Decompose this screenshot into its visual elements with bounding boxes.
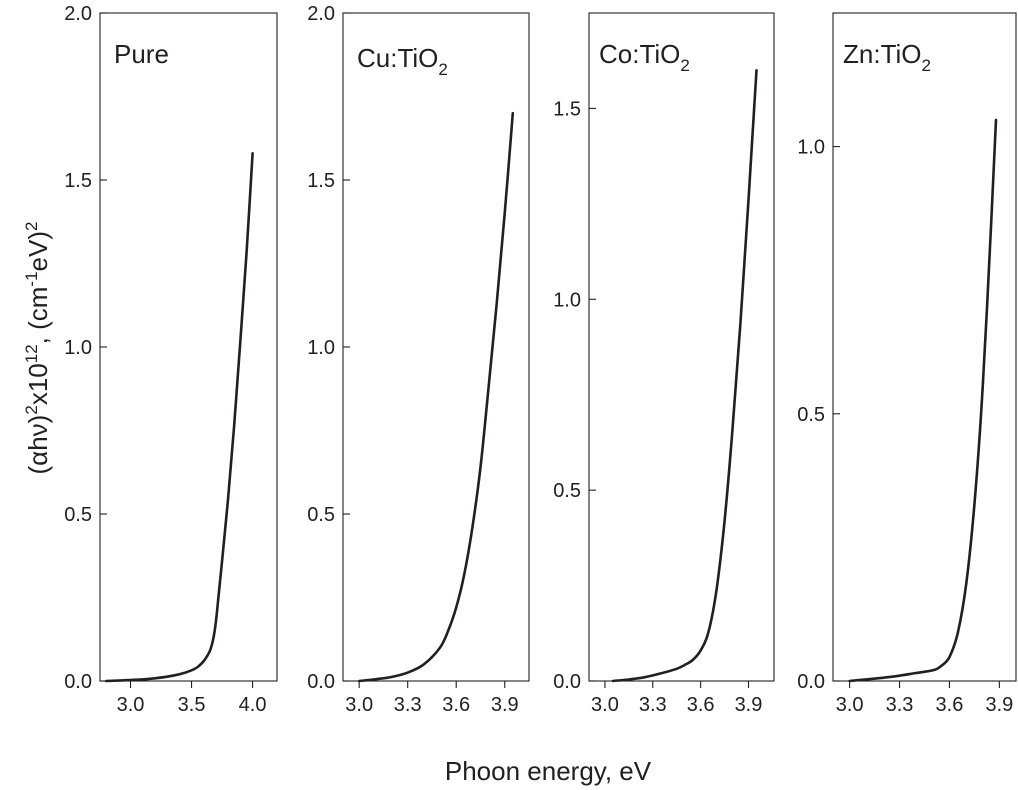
panel-pure-y-tick-label: 1.0 [64,337,92,359]
panel-zn-tio2-curve [848,118,998,683]
panel-co-tio2-frame [588,12,775,682]
panel-co-tio2-y-tick-label: 1.0 [553,289,581,311]
panel-cu-tio2-y-tick-label: 1.0 [307,337,335,359]
panel-pure-x-tick-label: 3.0 [117,694,145,716]
panel-co-tio2-y-tick-label: 0.5 [553,480,581,502]
panel-co-tio2-x-tick-label: 3.6 [687,694,715,716]
panel-pure-y-tick-label: 0.0 [64,671,92,693]
panel-zn-tio2-frame [832,12,1017,682]
panel-cu-tio2-y-tick-label: 2.0 [307,3,335,25]
panel-cu-tio2-x-tick-label: 3.3 [394,694,422,716]
panel-co-tio2-x-tick-label: 3.3 [639,694,667,716]
panel-cu-tio2-y-tick-label: 0.5 [307,504,335,526]
panel-cu-tio2-y-tick-label: 0.0 [307,671,335,693]
panel-cu-tio2-curve [357,111,515,683]
panel-co-tio2-x-tick-label: 3.0 [591,694,619,716]
panel-cu-tio2: Cu:TiO2 0.0 0.5 1.0 1.5 2.0 3.0 3.3 3.6 3.9 [307,3,530,716]
panel-cu-tio2-x-tick-label: 3.0 [345,694,373,716]
panel-co-tio2-y-tick-label: 1.5 [553,98,581,120]
panel-co-tio2-y-tick-label: 0.0 [553,671,581,693]
x-axis-title: Phoon energy, eV [445,756,652,786]
panel-pure-frame [99,12,278,682]
panel-cu-tio2-x-tick-label: 3.6 [442,694,470,716]
panel-zn-tio2-marks: 0.0 0.5 1.0 3.0 3.3 3.6 3.9 [797,118,1013,716]
panel-pure-x-tick-label: 3.5 [178,694,206,716]
panel-zn-tio2-x-tick-label: 3.9 [985,694,1013,716]
panel-pure-y-tick-label: 0.5 [64,504,92,526]
panel-pure-curve [104,152,254,683]
panel-zn-tio2-x-tick-label: 3.3 [886,694,914,716]
panel-pure: Pure 0.0 0.5 1.0 1.5 2.0 3.0 3.5 4.0 [64,3,278,716]
panel-zn-tio2-title: Zn:TiO2 [843,39,931,75]
panel-cu-tio2-x-tick-label: 3.9 [491,694,519,716]
panel-cu-tio2-marks: 0.0 0.5 1.0 1.5 2.0 3.0 3.3 3.6 3.9 [307,3,518,716]
panel-co-tio2-curve [611,69,758,683]
y-axis-title: (αhν)2x1012, (cm-1eV)2 [22,222,53,475]
panel-cu-tio2-y-tick-label: 1.5 [307,170,335,192]
panel-co-tio2-x-tick-label: 3.9 [735,694,763,716]
panel-co-tio2-marks: 0.0 0.5 1.0 1.5 3.0 3.3 3.6 3.9 [553,69,763,716]
panel-pure-marks: 0.0 0.5 1.0 1.5 2.0 3.0 3.5 4.0 [64,3,266,716]
panel-zn-tio2-x-tick-label: 3.6 [936,694,964,716]
panel-pure-title: Pure [114,39,169,69]
panel-zn-tio2-x-tick-label: 3.0 [836,694,864,716]
panel-zn-tio2: Zn:TiO2 0.0 0.5 1.0 3.0 3.3 3.6 3.9 [797,12,1017,716]
panel-zn-tio2-y-tick-label: 0.0 [797,671,825,693]
panel-pure-y-tick-label: 2.0 [64,3,92,25]
panel-cu-tio2-frame [342,12,530,682]
panel-zn-tio2-y-tick-label: 0.5 [797,404,825,426]
panel-co-tio2-title: Co:TiO2 [599,39,690,75]
panel-zn-tio2-y-tick-label: 1.0 [797,137,825,159]
panel-cu-tio2-title: Cu:TiO2 [357,43,448,79]
panel-pure-y-tick-label: 1.5 [64,170,92,192]
panel-pure-x-tick-label: 4.0 [239,694,267,716]
panel-co-tio2: Co:TiO2 0.0 0.5 1.0 1.5 3.0 3.3 3.6 3.9 [553,12,775,716]
